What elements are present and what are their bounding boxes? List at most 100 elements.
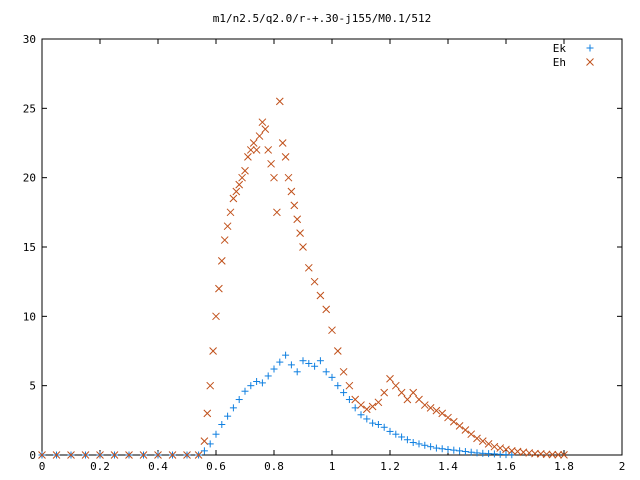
data-point <box>409 439 417 447</box>
data-point <box>409 388 418 397</box>
data-point <box>339 367 348 376</box>
data-point <box>328 326 336 335</box>
data-point <box>125 451 133 459</box>
x-tick-label: 1.4 <box>438 460 458 473</box>
data-point <box>223 222 232 231</box>
data-point <box>450 446 458 454</box>
data-point <box>247 382 255 390</box>
data-point <box>420 401 429 409</box>
data-point <box>246 146 255 154</box>
data-point <box>241 166 249 175</box>
data-point <box>278 139 287 147</box>
data-point <box>340 389 348 397</box>
data-point <box>467 430 476 439</box>
legend-marker <box>586 44 594 52</box>
data-point <box>226 208 235 217</box>
data-point <box>252 146 261 154</box>
legend-item-eh: Eh <box>553 56 594 69</box>
data-point <box>253 378 261 386</box>
data-point <box>304 263 313 272</box>
data-point <box>224 412 232 420</box>
y-tick-label: 0 <box>29 449 36 462</box>
legend-label: Ek <box>553 42 567 55</box>
data-point <box>403 436 411 444</box>
data-point <box>322 305 331 314</box>
data-point <box>96 451 104 459</box>
data-point <box>209 347 217 355</box>
data-point <box>276 358 284 366</box>
x-tick-label: 0.4 <box>148 460 168 473</box>
data-point <box>432 406 441 415</box>
x-tick-label: 1 <box>329 460 336 473</box>
y-tick-label: 25 <box>23 102 36 115</box>
data-point <box>548 450 557 459</box>
data-point <box>427 443 435 451</box>
data-point <box>290 201 299 210</box>
data-point <box>461 426 470 434</box>
y-tick-label: 15 <box>23 241 36 254</box>
x-tick-label: 0.8 <box>264 460 284 473</box>
y-tick-label: 5 <box>29 380 36 393</box>
data-point <box>438 409 447 418</box>
data-point <box>322 368 330 376</box>
data-point <box>478 437 487 445</box>
data-point <box>536 450 545 458</box>
data-point <box>449 417 458 426</box>
data-point <box>282 351 290 359</box>
data-point <box>293 215 302 224</box>
data-point <box>398 433 406 441</box>
data-point <box>368 402 377 411</box>
y-tick-label: 30 <box>23 33 36 46</box>
data-point <box>168 451 177 459</box>
data-point <box>542 450 551 459</box>
data-point <box>212 430 220 438</box>
axis-ticks <box>41 38 623 456</box>
data-point <box>490 442 499 451</box>
series-eh <box>38 97 568 459</box>
data-point <box>560 451 568 459</box>
data-point <box>403 395 412 404</box>
data-point <box>386 427 394 435</box>
data-point <box>362 405 371 414</box>
data-point <box>391 381 400 390</box>
data-point <box>217 257 226 265</box>
data-point <box>397 388 406 397</box>
data-point <box>235 396 243 404</box>
data-point <box>241 387 249 395</box>
data-point <box>249 139 258 147</box>
data-point <box>183 451 191 459</box>
data-point <box>473 434 481 443</box>
data-point <box>333 347 342 355</box>
data-point <box>238 173 246 182</box>
data-point <box>380 388 389 397</box>
data-point <box>444 445 452 453</box>
data-point <box>200 437 209 445</box>
data-point <box>235 180 244 189</box>
data-point <box>456 447 464 455</box>
data-point <box>273 208 281 217</box>
data-point <box>345 381 354 390</box>
data-point <box>229 404 237 412</box>
data-point <box>220 236 229 244</box>
data-point <box>81 451 90 459</box>
data-point <box>357 401 365 409</box>
data-point <box>287 361 295 369</box>
data-point <box>206 381 215 390</box>
data-point <box>203 409 212 418</box>
data-point <box>386 374 394 383</box>
data-point <box>267 159 275 168</box>
data-point <box>287 187 296 196</box>
data-point <box>299 357 307 365</box>
plot-frame <box>41 38 623 456</box>
x-tick-label: 0.6 <box>206 460 226 473</box>
legend-marker <box>586 58 594 66</box>
y-tick-label: 20 <box>23 172 36 185</box>
x-tick-label: 0.2 <box>90 460 110 473</box>
data-point <box>392 430 400 438</box>
data-point <box>258 118 267 127</box>
x-tick-label: 0 <box>39 460 46 473</box>
data-point <box>415 440 423 448</box>
